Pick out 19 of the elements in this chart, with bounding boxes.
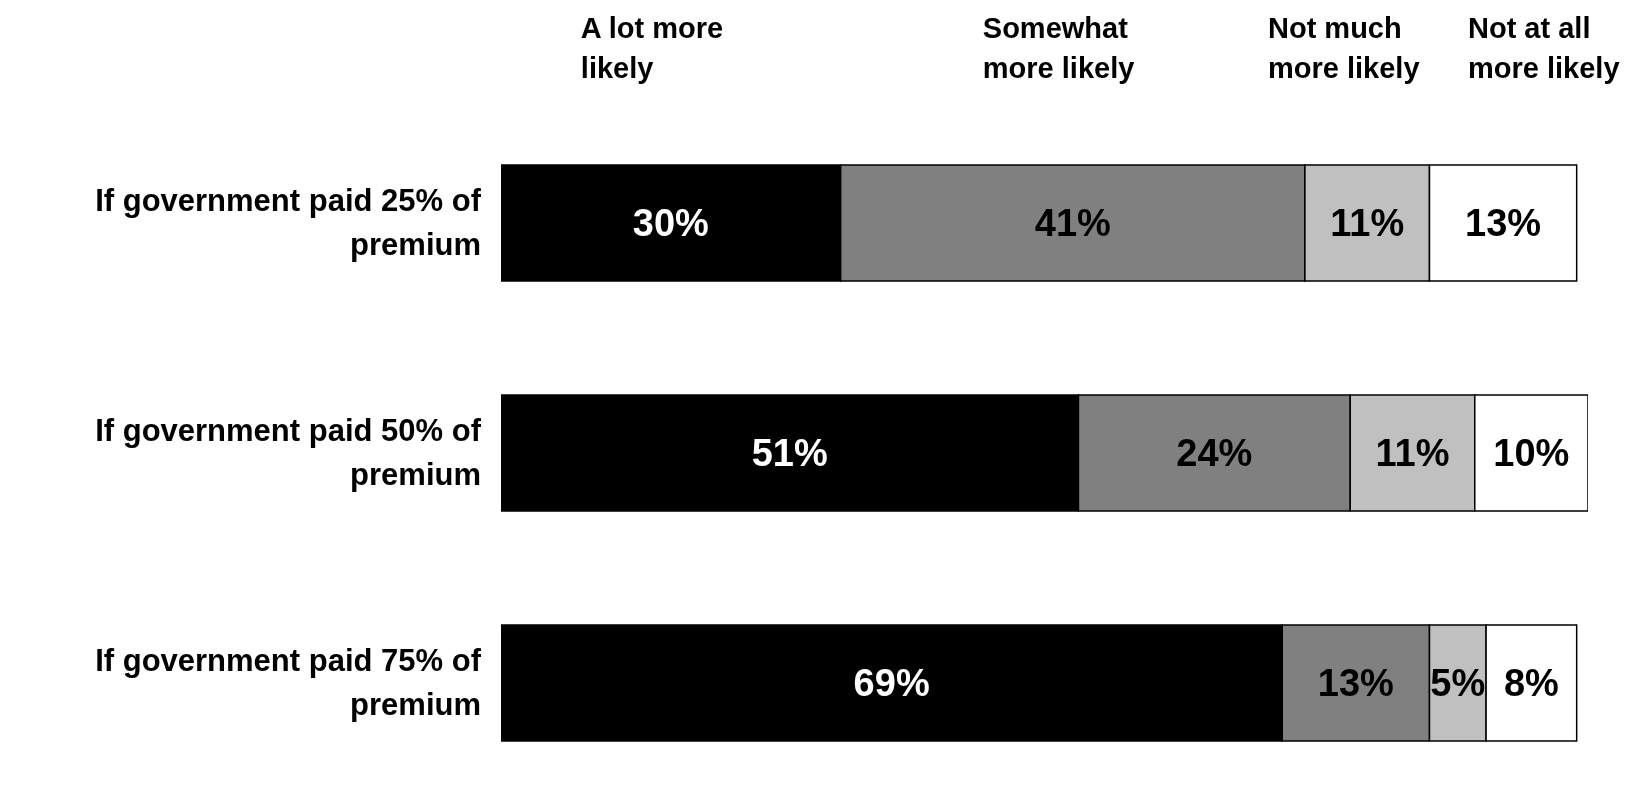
- data-label: 8%: [1503, 662, 1559, 705]
- data-label: 41%: [1034, 202, 1111, 245]
- data-label: 10%: [1493, 432, 1570, 475]
- text: A lot more likely: [580, 11, 725, 86]
- y-tick-label: If government paid 75% of premium: [94, 642, 481, 724]
- y-tick-label: If government paid 50% of premium: [94, 412, 481, 494]
- text: Not at all more likely: [1468, 11, 1621, 86]
- data-label: 13%: [1465, 202, 1542, 245]
- data-label: 13%: [1317, 662, 1394, 705]
- text: Somewhat more likely: [982, 11, 1136, 86]
- data-label: 69%: [853, 662, 930, 705]
- data-label: 11%: [1330, 202, 1405, 245]
- data-label: 24%: [1176, 432, 1253, 475]
- data-label: 11%: [1375, 432, 1450, 475]
- text: Not much more likely: [1268, 11, 1421, 86]
- data-label: 30%: [632, 202, 709, 245]
- data-label: 51%: [751, 432, 828, 475]
- data-label: 5%: [1430, 662, 1486, 705]
- y-tick-label: If government paid 25% of premium: [94, 182, 481, 264]
